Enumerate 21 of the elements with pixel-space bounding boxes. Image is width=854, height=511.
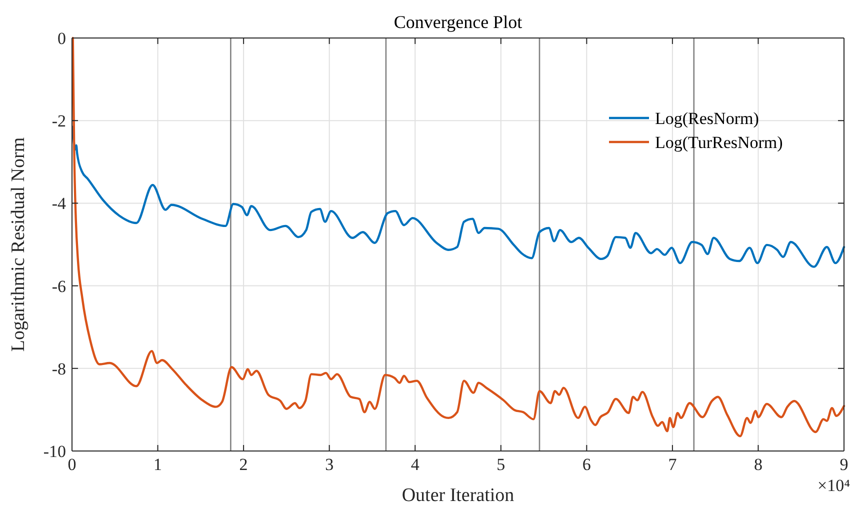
y-tick-label: -4	[52, 194, 66, 214]
chart-title: Convergence Plot	[394, 12, 522, 32]
x-tick-label: 6	[582, 455, 591, 474]
x-tick-label: 3	[325, 455, 334, 474]
text: ×10⁴	[817, 476, 850, 495]
x-tick-label: 9	[840, 455, 848, 474]
x-tick-label: 8	[754, 455, 762, 474]
y-axis-title: Logarithmic Residual Norm	[8, 137, 29, 352]
x-tick-label: 4	[410, 455, 420, 474]
y-tick-label: 0	[58, 28, 66, 48]
x-tick-label: 7	[668, 455, 678, 474]
legend-label: Log(TurResNorm)	[655, 132, 783, 152]
y-tick-label: -2	[52, 112, 66, 131]
y-tick-label: -8	[52, 359, 66, 378]
x-axis-title: Outer Iteration	[402, 485, 515, 506]
x-tick-label: 5	[496, 455, 506, 474]
y-tick-label: -6	[52, 276, 66, 296]
legend-label: Log(ResNorm)	[655, 108, 759, 128]
y-tick-label: -10	[43, 442, 66, 461]
x-tick-label: 2	[239, 455, 248, 474]
x-tick-label: 1	[154, 455, 162, 474]
